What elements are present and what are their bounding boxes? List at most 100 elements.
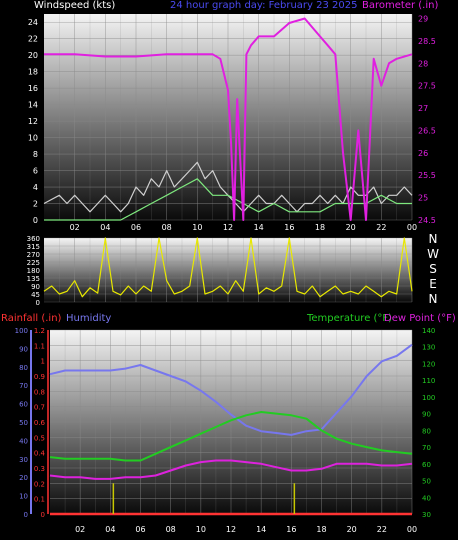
hum-x-tick-label: 00 xyxy=(407,525,417,534)
wind-x-tick-label: 00 xyxy=(407,223,417,232)
dir-y-tick-label: 225 xyxy=(27,259,40,267)
rain-y-tick-label: 1.2 xyxy=(34,327,45,335)
rain-y-tick-label: 0.4 xyxy=(34,450,46,458)
baro-y-tick-label: 28 xyxy=(418,59,428,68)
baro-y-tick-label: 26 xyxy=(418,149,428,158)
wind-x-tick-label: 04 xyxy=(100,223,110,232)
wind-x-tick-label: 08 xyxy=(162,223,172,232)
humidity-axis-title: Humidity xyxy=(66,313,112,324)
hum-x-tick-label: 08 xyxy=(166,525,176,534)
hum-y-tick-label: 60 xyxy=(19,401,28,409)
compass-e: E xyxy=(429,277,437,291)
wind-y-tick-label: 14 xyxy=(28,101,38,110)
baro-y-tick-label: 24.5 xyxy=(418,216,436,225)
hum-y-tick-label: 0 xyxy=(24,511,28,519)
windspeed-line xyxy=(43,161,413,213)
dewpoint-line xyxy=(49,459,413,480)
rain-y-tick-label: 0.8 xyxy=(34,388,45,396)
rain-y-tick-label: 1.1 xyxy=(34,342,45,350)
wind-y-tick-label: 24 xyxy=(28,18,38,27)
wind-x-tick-label: 16 xyxy=(284,223,294,232)
rain-y-tick-label: 0 xyxy=(41,511,45,519)
wind-y-tick-label: 4 xyxy=(33,183,38,192)
hum-x-tick-label: 12 xyxy=(226,525,236,534)
temp-y-tick-label: 90 xyxy=(422,411,431,419)
hum-x-tick-label: 18 xyxy=(316,525,326,534)
hum-y-tick-label: 90 xyxy=(19,345,28,353)
baro-y-tick-label: 26.5 xyxy=(418,126,436,135)
hum-x-tick-label: 20 xyxy=(347,525,357,534)
hum-y-tick-label: 80 xyxy=(19,364,28,372)
dir-y-tick-label: 315 xyxy=(27,243,40,251)
rain-y-tick-label: 0.2 xyxy=(34,480,45,488)
hum-x-tick-label: 04 xyxy=(105,525,115,534)
dewpoint-axis-title: Dew Point (°F) xyxy=(384,313,456,324)
dir-y-tick-label: 135 xyxy=(27,275,40,283)
baro-y-tick-label: 28.5 xyxy=(418,37,436,46)
hum-x-tick-label: 22 xyxy=(377,525,387,534)
wind-y-tick-label: 12 xyxy=(28,117,38,126)
compass-labels: N W S E N xyxy=(426,232,440,307)
hum-y-tick-label: 70 xyxy=(19,382,28,390)
wind-x-tick-label: 22 xyxy=(376,223,386,232)
barometer-axis-title: Barometer (.in) xyxy=(362,0,439,11)
compass-s: S xyxy=(429,262,437,276)
temp-y-tick-label: 100 xyxy=(422,394,435,402)
hum-y-tick-label: 40 xyxy=(19,437,28,445)
hum-x-tick-label: 02 xyxy=(75,525,85,534)
rain-y-tick-label: 0.7 xyxy=(34,404,45,412)
wind-y-tick-label: 22 xyxy=(28,35,38,44)
wind-y-tick-label: 18 xyxy=(28,68,38,77)
wind-y-tick-label: 20 xyxy=(28,51,38,60)
compass-n-bottom: N xyxy=(428,292,438,306)
wind-x-tick-label: 18 xyxy=(315,223,325,232)
windspeed-axis-title: Windspeed (kts) xyxy=(34,0,116,11)
temp-y-tick-label: 80 xyxy=(422,427,431,435)
hum-y-tick-label: 20 xyxy=(19,474,28,482)
wind-y-tick-label: 16 xyxy=(28,84,38,93)
temp-y-tick-label: 140 xyxy=(422,327,435,335)
baro-y-tick-label: 25 xyxy=(418,194,428,203)
dir-y-tick-label: 360 xyxy=(27,235,40,243)
rain-y-tick-label: 1 xyxy=(41,358,45,366)
rainfall-axis-title: Rainfall (.in) xyxy=(1,313,62,324)
temp-y-tick-label: 30 xyxy=(422,511,431,519)
dir-y-tick-label: 45 xyxy=(31,291,40,299)
rain-y-tick-label: 0.1 xyxy=(34,496,45,504)
wind-y-tick-label: 2 xyxy=(33,200,38,209)
dir-y-tick-label: 180 xyxy=(27,267,40,275)
dir-y-tick-label: 90 xyxy=(31,283,40,291)
temp-y-tick-label: 110 xyxy=(422,377,435,385)
temperature-line xyxy=(49,411,413,462)
dir-y-tick-label: 0 xyxy=(36,299,40,307)
wind-x-tick-label: 10 xyxy=(192,223,202,232)
temp-y-tick-label: 130 xyxy=(422,344,435,352)
baro-y-tick-label: 25.5 xyxy=(418,171,436,180)
wind-x-tick-label: 12 xyxy=(223,223,233,232)
hum-x-tick-label: 14 xyxy=(256,525,266,534)
temp-y-tick-label: 50 xyxy=(422,478,431,486)
temperature-axis-title: Temperature (°F) xyxy=(307,313,393,324)
humidity-line xyxy=(49,343,413,436)
wind-x-tick-label: 14 xyxy=(254,223,264,232)
graph-date-title: 24 hour graph day: February 23 2025 xyxy=(170,0,358,11)
hum-y-tick-label: 50 xyxy=(19,419,28,427)
hum-x-tick-label: 06 xyxy=(135,525,145,534)
dir-y-tick-label: 270 xyxy=(27,251,40,259)
hum-y-tick-label: 100 xyxy=(15,327,28,335)
compass-w: W xyxy=(427,247,439,261)
baro-line xyxy=(44,17,413,221)
baro-y-tick-label: 27.5 xyxy=(418,82,436,91)
temp-y-tick-label: 60 xyxy=(422,461,431,469)
hum-y-tick-label: 30 xyxy=(19,456,28,464)
hum-y-tick-label: 10 xyxy=(19,493,28,501)
wind-y-tick-label: 6 xyxy=(33,167,38,176)
temp-y-tick-label: 120 xyxy=(422,360,435,368)
hum-x-tick-label: 16 xyxy=(286,525,296,534)
wind-x-tick-label: 06 xyxy=(131,223,141,232)
rain-y-tick-label: 0.6 xyxy=(34,419,46,427)
wind-x-tick-label: 20 xyxy=(346,223,356,232)
compass-n-top: N xyxy=(428,232,438,246)
